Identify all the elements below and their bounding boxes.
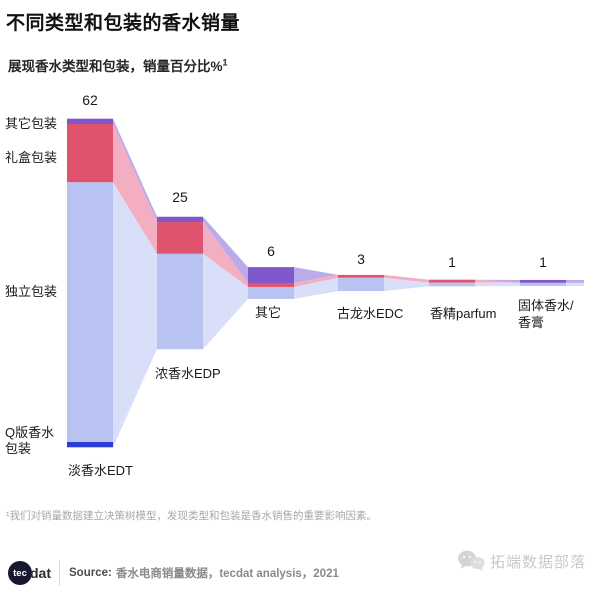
bar-value-label: 3 (357, 251, 365, 267)
category-label-parfum: 香精parfum (430, 306, 497, 321)
category-label-edc: 古龙水EDC (337, 306, 404, 321)
bar-segment (338, 277, 384, 292)
category-label-other: 其它 (255, 305, 282, 320)
bar-segment (67, 118, 113, 124)
bar-segment (248, 283, 294, 287)
source-divider (59, 560, 60, 586)
bar-segment (338, 274, 384, 278)
tecdat-logo-suffix: dat (30, 565, 51, 581)
bar-segment (520, 282, 566, 287)
watermark: 拓端数据部落 (457, 549, 586, 573)
source-text: 香水电商销量数据，tecdat analysis，2021 (115, 568, 339, 580)
bar-value-label: 25 (172, 189, 188, 205)
footnote: ¹我们对销量数据建立决策树模型，发现类型和包装是香水销售的重要影响因素。 (6, 510, 377, 522)
category-label-edp: 浓香水EDP (155, 366, 221, 381)
bar-value-label: 62 (82, 92, 98, 108)
bar-segment (520, 279, 566, 283)
tecdat-logo: tec (8, 561, 32, 585)
source-label: Source: (69, 567, 112, 579)
category-label-edt: 淡香水EDT (68, 463, 134, 478)
bar-segment (429, 279, 475, 283)
bar-segment (67, 182, 113, 443)
chart-subtitle: 展现香水类型和包装，销量百分比%1 (8, 55, 228, 75)
bar-value-label: 1 (539, 254, 547, 270)
bar-value-label: 6 (267, 243, 275, 259)
series-label-other-packaging: 其它包装 (5, 116, 58, 131)
bar-segment (248, 267, 294, 283)
bar-segment (67, 124, 113, 183)
watermark-text: 拓端数据部落 (489, 553, 586, 571)
bar-segment (157, 222, 203, 254)
series-label-giftbox-packaging: 礼盒包装 (5, 150, 58, 165)
chart-title: 不同类型和包装的香水销量 (6, 13, 241, 34)
bar-segment (248, 286, 294, 299)
bar-segment (67, 442, 113, 448)
chart-subtitle-footnote-marker: 1 (222, 57, 228, 68)
chart-subtitle-text: 展现香水类型和包装，销量百分比% (8, 59, 223, 74)
series-label-individual-packaging: 独立包装 (5, 284, 58, 299)
wechat-icon (457, 550, 485, 572)
bar-segment (429, 282, 475, 287)
bar-value-label: 1 (448, 254, 456, 270)
bar-segment (157, 216, 203, 223)
category-label-solid: 固体香水/香膏 (518, 298, 574, 330)
source-line: tec dat Source: 香水电商销量数据，tecdat analysis… (8, 558, 339, 588)
bar-segment (157, 253, 203, 350)
series-label-q-version-packaging: Q版香水包装 (5, 425, 55, 457)
